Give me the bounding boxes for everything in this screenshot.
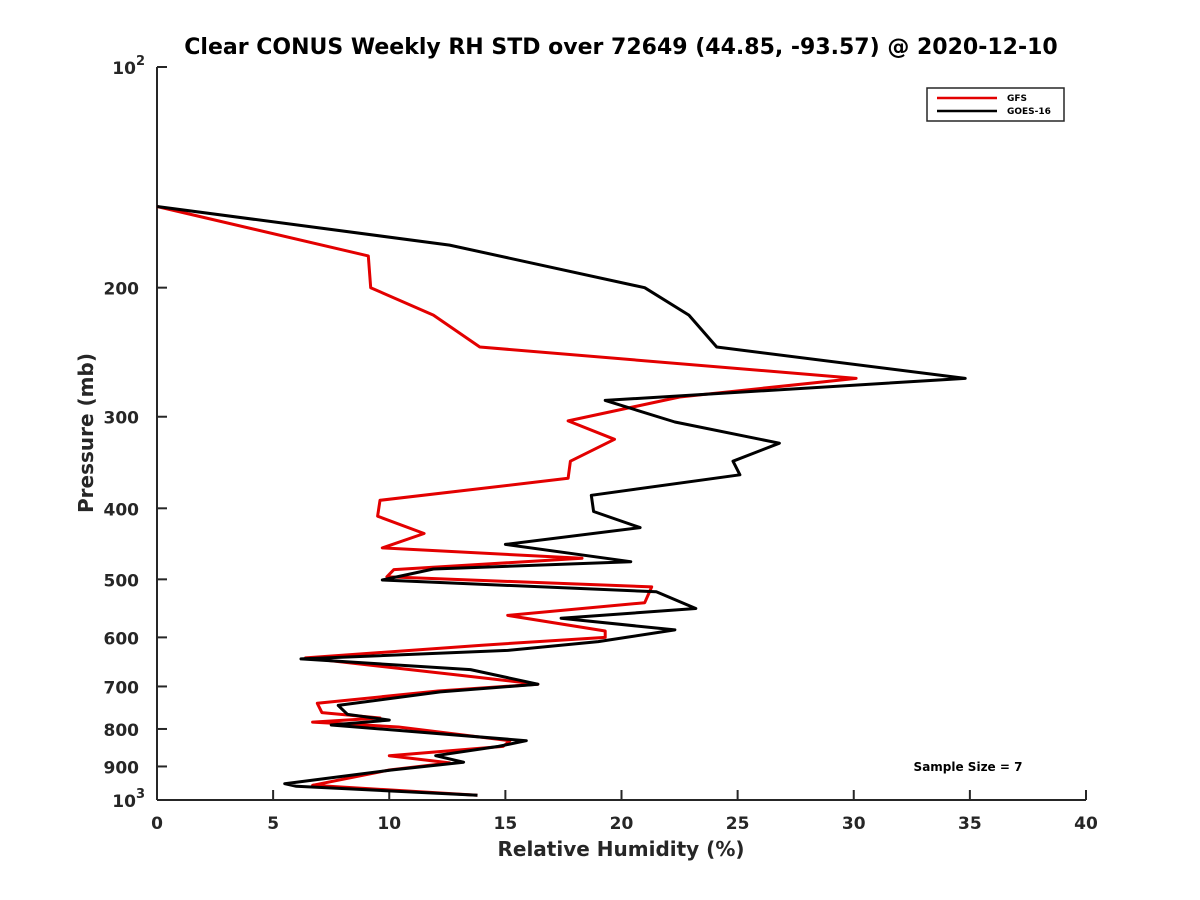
x-tick-label: 10 xyxy=(377,814,401,834)
y-tick-label: 600 xyxy=(104,629,140,649)
legend-label: GOES-16 xyxy=(1007,107,1051,117)
chart-title: Clear CONUS Weekly RH STD over 72649 (44… xyxy=(184,35,1057,60)
series-line-gfs xyxy=(156,205,858,797)
y-tick-label: 500 xyxy=(104,571,140,591)
x-tick-label: 40 xyxy=(1074,814,1098,834)
legend: GFS GOES-16 xyxy=(926,87,1065,122)
x-tick-label: 0 xyxy=(151,814,163,834)
series-lines xyxy=(156,205,967,797)
y-tick-label: 800 xyxy=(104,721,140,741)
x-tick-label: 35 xyxy=(958,814,982,834)
x-tick-label: 15 xyxy=(494,814,518,834)
x-tick-label: 30 xyxy=(842,814,866,834)
y-tick-label: 300 xyxy=(104,409,140,429)
y-tick-label: 102 xyxy=(112,54,145,79)
legend-label: GFS xyxy=(1007,94,1027,104)
legend-box xyxy=(926,87,1065,122)
x-tick-label: 5 xyxy=(267,814,279,834)
y-tick-label: 700 xyxy=(104,678,140,698)
y-tick-label: 103 xyxy=(112,787,145,812)
x-tick-label: 25 xyxy=(726,814,750,834)
axes: 0 5 10 15 20 25 30 35 40 102 200 300 400 500 600 700 800… xyxy=(104,54,1098,834)
sample-size-annotation: Sample Size = 7 xyxy=(914,760,1023,774)
y-tick-label: 200 xyxy=(104,280,140,300)
y-axis-label: Pressure (mb) xyxy=(74,353,98,513)
y-tick-label: 900 xyxy=(104,758,140,778)
series-line-goes-16 xyxy=(156,205,967,797)
x-tick-label: 20 xyxy=(610,814,634,834)
y-tick-label: 400 xyxy=(104,500,140,520)
x-axis-label: Relative Humidity (%) xyxy=(497,837,744,861)
